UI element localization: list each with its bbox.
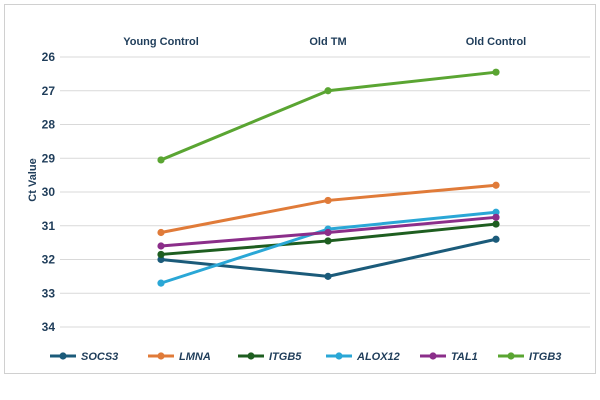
series-line-socs3 — [159, 237, 498, 278]
data-point-alox12 — [157, 279, 165, 287]
legend-marker-lmna — [157, 352, 165, 360]
data-point-socs3 — [157, 255, 165, 264]
gridlines — [60, 56, 590, 328]
legend-label-itgb5: ITGB5 — [269, 351, 302, 363]
legend-label-lmna: LMNA — [179, 351, 211, 363]
category-labels: Young Control Old TM Old Control — [123, 36, 526, 48]
legend-marker-itgb3 — [507, 352, 515, 360]
legend-label-socs3: SOCS3 — [81, 351, 118, 363]
data-point-tal1 — [492, 213, 500, 221]
y-tick-label: 32 — [42, 253, 56, 267]
y-tick-label: 26 — [42, 50, 56, 64]
data-point-tal1 — [157, 242, 165, 250]
data-point-lmna — [157, 228, 165, 237]
y-tick-labels: 26 27 28 29 30 31 32 33 34 — [42, 50, 56, 334]
y-tick-label: 28 — [42, 118, 56, 132]
data-point-itgb5 — [492, 220, 500, 228]
y-tick-label: 29 — [42, 151, 56, 165]
category-label: Old Control — [466, 36, 527, 48]
data-point-tal1 — [324, 228, 332, 237]
chart-frame — [4, 4, 596, 374]
legend-marker-itgb5 — [247, 352, 255, 360]
data-point-socs3 — [492, 235, 500, 243]
legend-label-tal1: TAL1 — [451, 351, 478, 363]
y-tick-label: 34 — [42, 320, 56, 334]
legend: SOCS3 LMNA ITGB5 ALOX12 TAL1 ITGB3 — [50, 351, 561, 363]
legend-marker-alox12 — [335, 352, 343, 360]
data-point-itgb5 — [324, 237, 332, 245]
legend-label-alox12: ALOX12 — [356, 351, 400, 363]
data-point-itgb3 — [324, 87, 332, 95]
y-tick-label: 27 — [42, 84, 56, 98]
category-label: Old TM — [309, 36, 346, 48]
series-lines — [157, 68, 500, 287]
legend-marker-socs3 — [59, 352, 67, 360]
data-point-alox12 — [492, 208, 500, 216]
data-point-itgb3 — [492, 68, 500, 76]
series-line-itgb3 — [159, 70, 498, 162]
y-axis-title: Ct Value — [27, 158, 39, 201]
legend-label-itgb3: ITGB3 — [529, 351, 561, 363]
y-tick-label: 31 — [42, 219, 56, 233]
data-point-itgb3 — [157, 156, 165, 164]
category-label: Young Control — [123, 36, 199, 48]
y-tick-label: 30 — [42, 185, 56, 199]
data-point-lmna — [324, 196, 332, 205]
legend-marker-tal1 — [429, 352, 437, 360]
data-point-itgb5 — [157, 250, 165, 259]
y-tick-label: 33 — [42, 286, 56, 300]
data-point-socs3 — [324, 272, 332, 280]
data-point-lmna — [492, 181, 500, 189]
